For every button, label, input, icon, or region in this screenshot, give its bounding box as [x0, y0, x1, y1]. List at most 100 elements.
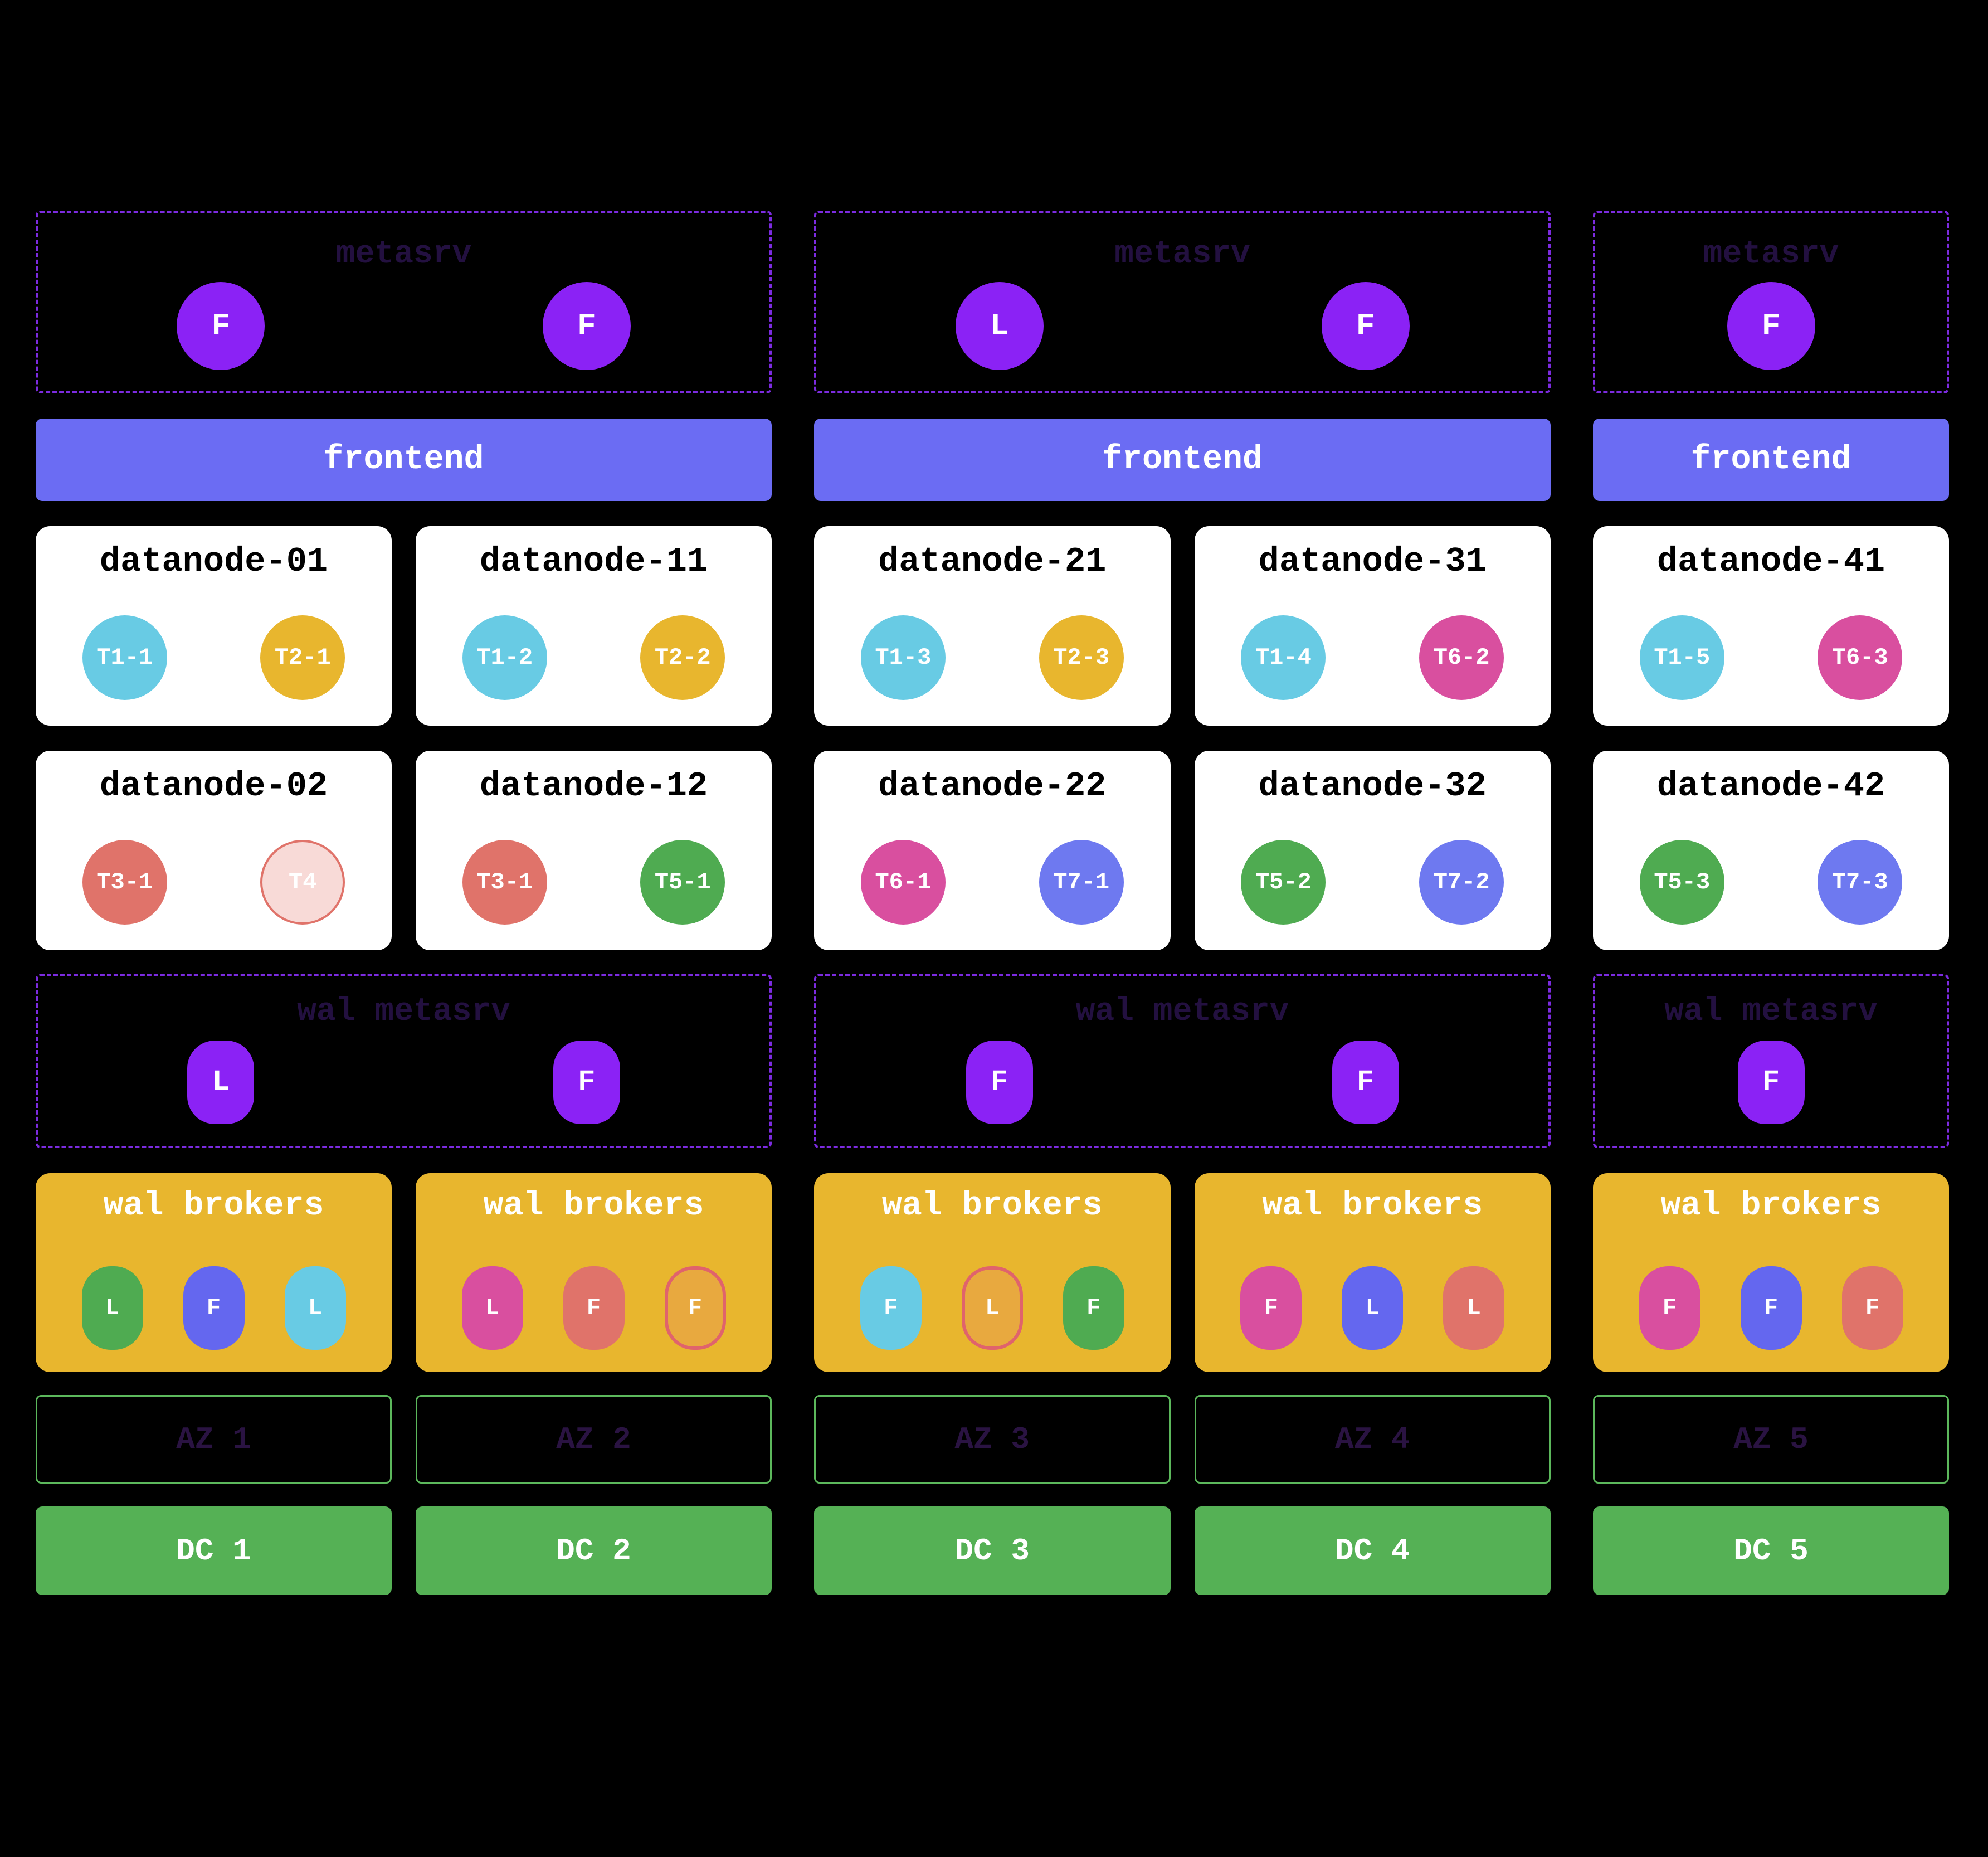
datanode-card: datanode-12 T3-1 T5-1 — [416, 751, 772, 950]
datanode-card: datanode-31 T1-4 T6-2 — [1194, 526, 1551, 726]
wal-brokers-box: wal brokers L F F — [416, 1173, 772, 1372]
diagram-content: metasrv F F frontend datanode-01 T1-1 T2… — [36, 211, 1949, 1595]
broker-node: F — [1639, 1266, 1700, 1350]
broker-pill-row: F L L — [1195, 1266, 1551, 1350]
broker-node: L — [961, 1266, 1023, 1350]
region-chip: T1-1 — [82, 615, 167, 700]
region-chip: T1-3 — [860, 615, 946, 700]
frontend-bar: frontend — [814, 419, 1551, 501]
region-chips: T1-3 T2-3 — [814, 615, 1171, 700]
metasrv-title: metasrv — [1114, 236, 1250, 273]
datanode-title: datanode-32 — [1258, 766, 1487, 806]
datanode-card: datanode-02 T3-1 T4 — [36, 751, 392, 950]
region-chip: T2-3 — [1039, 615, 1124, 700]
region-chip: T3-1 — [82, 840, 167, 925]
wal-metasrv-node-row: F — [1595, 1028, 1947, 1136]
wal-brokers-title: wal brokers — [483, 1187, 704, 1225]
region-chip: T1-5 — [1639, 615, 1724, 700]
broker-node: L — [1342, 1266, 1404, 1350]
datanode-card: datanode-01 T1-1 T2-1 — [36, 526, 392, 726]
metasrv-box: metasrv F — [1593, 211, 1949, 393]
az-box: AZ 1 — [36, 1395, 392, 1484]
metasrv-box: metasrv L F — [814, 211, 1551, 393]
dc-row: DC 1 DC 2 — [36, 1506, 772, 1595]
wal-brokers-box: wal brokers F L F — [814, 1173, 1171, 1372]
region-chips: T3-1 T5-1 — [416, 840, 772, 925]
metasrv-node-row: L F — [816, 271, 1548, 381]
datanode-row: datanode-02 T3-1 T4 datanode-12 T3-1 T5-… — [36, 751, 772, 950]
region-chip: T7-1 — [1039, 840, 1124, 925]
datanode-row: datanode-21 T1-3 T2-3 datanode-31 T1-4 T… — [814, 526, 1551, 726]
metasrv-box: metasrv F F — [36, 211, 772, 393]
dc-box: DC 5 — [1593, 1506, 1949, 1595]
region-chip: T5-2 — [1241, 840, 1326, 925]
dc-box: DC 4 — [1194, 1506, 1551, 1595]
region-chip: T6-3 — [1818, 615, 1903, 700]
wal-metasrv-title: wal metasrv — [297, 994, 510, 1030]
broker-node: F — [183, 1266, 245, 1350]
az-box: AZ 3 — [814, 1395, 1171, 1484]
broker-node: F — [1063, 1266, 1124, 1350]
broker-node: F — [664, 1266, 726, 1350]
broker-node: F — [1740, 1266, 1802, 1350]
region-chip: T6-2 — [1419, 615, 1504, 700]
az-row: AZ 1 AZ 2 — [36, 1395, 772, 1484]
datanode-row: datanode-41 T1-5 T6-3 — [1593, 526, 1949, 726]
wal-metasrv-follower-node: F — [1332, 1040, 1399, 1124]
broker-node: F — [563, 1266, 625, 1350]
az-box: AZ 4 — [1194, 1395, 1551, 1484]
datanode-title: datanode-12 — [479, 766, 708, 806]
wal-metasrv-box: wal metasrv F — [1593, 974, 1949, 1148]
region-chip: T2-2 — [640, 615, 725, 700]
metasrv-follower-node: F — [542, 282, 631, 370]
wal-metasrv-node-row: F F — [816, 1028, 1548, 1136]
wal-brokers-title: wal brokers — [881, 1187, 1103, 1225]
wal-brokers-title: wal brokers — [1262, 1187, 1483, 1225]
dc-group-1-2: metasrv F F frontend datanode-01 T1-1 T2… — [36, 211, 772, 1595]
region-chip: T6-1 — [860, 840, 946, 925]
datanode-title: datanode-02 — [99, 766, 328, 806]
broker-node: L — [1443, 1266, 1505, 1350]
wal-brokers-row: wal brokers F F F — [1593, 1173, 1949, 1372]
broker-node: F — [1841, 1266, 1903, 1350]
datanode-card: datanode-21 T1-3 T2-3 — [814, 526, 1171, 726]
broker-node: L — [284, 1266, 346, 1350]
region-chips: T1-4 T6-2 — [1195, 615, 1551, 700]
broker-pill-row: F L F — [814, 1266, 1171, 1350]
wal-brokers-title: wal brokers — [103, 1187, 324, 1225]
region-chips: T5-2 T7-2 — [1195, 840, 1551, 925]
metasrv-leader-node: L — [955, 282, 1044, 370]
wal-brokers-box: wal brokers F L L — [1194, 1173, 1551, 1372]
datanode-row: datanode-42 T5-3 T7-3 — [1593, 751, 1949, 950]
wal-brokers-row: wal brokers F L F wal brokers F L L — [814, 1173, 1551, 1372]
metasrv-node-row: F — [1595, 271, 1947, 381]
datanode-card: datanode-41 T1-5 T6-3 — [1593, 526, 1949, 726]
region-chip: T3-1 — [462, 840, 547, 925]
wal-metasrv-leader-node: L — [187, 1040, 255, 1124]
az-box: AZ 2 — [416, 1395, 772, 1484]
wal-metasrv-title: wal metasrv — [1664, 994, 1878, 1030]
dc-group-3-4: metasrv L F frontend datanode-21 T1-3 T2… — [814, 211, 1551, 1595]
dc-row: DC 3 DC 4 — [814, 1506, 1551, 1595]
region-chip: T5-1 — [640, 840, 725, 925]
dc-box: DC 2 — [416, 1506, 772, 1595]
az-row: AZ 5 — [1593, 1395, 1949, 1484]
region-chips: T1-2 T2-2 — [416, 615, 772, 700]
wal-metasrv-follower-node: F — [1737, 1040, 1805, 1124]
datanode-title: datanode-21 — [878, 542, 1107, 581]
datanode-card: datanode-42 T5-3 T7-3 — [1593, 751, 1949, 950]
wal-metasrv-box: wal metasrv L F — [36, 974, 772, 1148]
metasrv-title: metasrv — [1703, 236, 1839, 273]
region-chips: T6-1 T7-1 — [814, 840, 1171, 925]
region-chip: T1-4 — [1241, 615, 1326, 700]
wal-brokers-box: wal brokers L F L — [36, 1173, 392, 1372]
broker-node: F — [860, 1266, 922, 1350]
metasrv-follower-node: F — [1727, 282, 1815, 370]
region-chip: T2-1 — [260, 615, 345, 700]
wal-metasrv-node-row: L F — [38, 1028, 769, 1136]
datanode-card: datanode-11 T1-2 T2-2 — [416, 526, 772, 726]
region-chips: T1-5 T6-3 — [1593, 615, 1949, 700]
broker-node: F — [1240, 1266, 1302, 1350]
region-chips: T1-1 T2-1 — [36, 615, 392, 700]
